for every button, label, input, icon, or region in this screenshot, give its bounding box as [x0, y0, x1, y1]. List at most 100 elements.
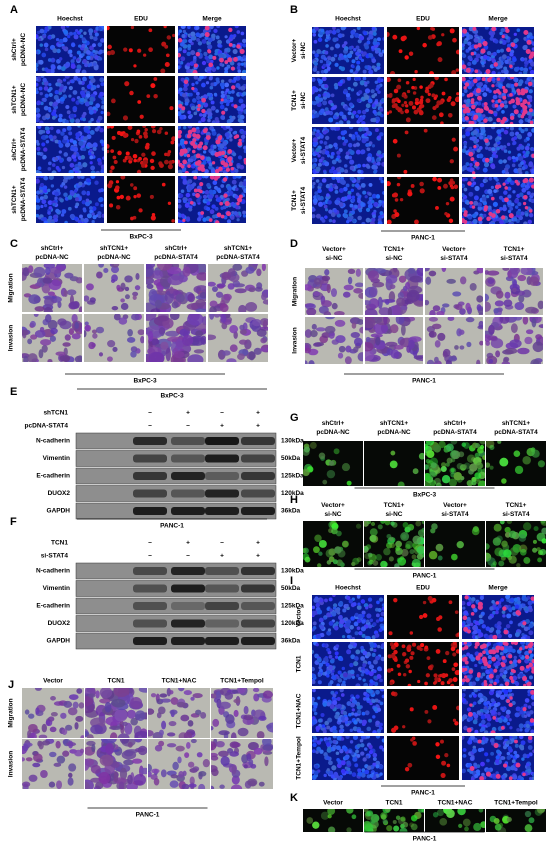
- nucleus: [334, 43, 341, 49]
- nucleus: [82, 208, 87, 213]
- edu-nucleus: [446, 97, 451, 103]
- nucleus: [98, 56, 102, 61]
- nucleus: [38, 120, 44, 123]
- nucleus: [469, 167, 475, 173]
- nucleus: [355, 683, 361, 686]
- nucleus: [47, 188, 51, 193]
- nucleus: [332, 219, 336, 224]
- nucleus: [199, 113, 203, 117]
- edu-nucleus: [167, 164, 173, 170]
- nucleus: [322, 63, 327, 68]
- nucleus: [187, 26, 191, 30]
- micrograph: [364, 521, 424, 567]
- stained-cell: [127, 329, 133, 337]
- stained-cell: [436, 311, 445, 315]
- image-bg: [486, 441, 546, 486]
- nucleus: [317, 197, 322, 201]
- edu-nucleus: [528, 177, 534, 183]
- nucleus: [482, 213, 487, 218]
- nucleus: [503, 149, 508, 153]
- nucleus: [349, 165, 355, 171]
- micrograph: [178, 26, 246, 73]
- edu-nucleus: [426, 656, 431, 661]
- nucleus: [354, 32, 360, 38]
- nucleus: [317, 37, 323, 43]
- stained-cell: [227, 268, 236, 277]
- edu-nucleus: [239, 48, 245, 54]
- nucleus: [523, 67, 529, 73]
- edu-nucleus: [127, 126, 133, 131]
- micrograph: [462, 127, 534, 174]
- edu-nucleus: [408, 669, 412, 674]
- nucleus: [209, 209, 215, 215]
- edu-nucleus: [220, 98, 224, 102]
- nucleus: [178, 219, 182, 223]
- nucleus: [469, 82, 475, 87]
- micrograph: [364, 441, 424, 486]
- stained-cell: [167, 275, 184, 286]
- nucleus: [200, 117, 206, 123]
- nucleus: [518, 71, 523, 74]
- ros-cell: [407, 526, 412, 531]
- nucleus: [366, 613, 372, 619]
- nucleus: [63, 29, 69, 35]
- edu-nucleus: [190, 140, 196, 146]
- nucleus: [321, 660, 326, 665]
- nucleus: [337, 678, 343, 683]
- nucleus: [343, 209, 348, 214]
- nucleus: [214, 206, 219, 211]
- micrograph: [365, 317, 423, 364]
- nucleus: [324, 598, 328, 603]
- cells: [388, 595, 459, 638]
- edu-nucleus: [445, 650, 450, 656]
- nucleus: [240, 85, 246, 91]
- micrograph: [312, 689, 384, 733]
- nucleus: [509, 206, 514, 211]
- column-header: shCtrl+: [41, 245, 64, 252]
- nucleus: [378, 199, 383, 204]
- nucleus: [484, 146, 489, 150]
- ros-cell: [351, 561, 356, 567]
- micrograph: [387, 177, 459, 224]
- nucleus: [317, 79, 323, 85]
- edu-nucleus: [531, 184, 534, 189]
- nucleus: [380, 611, 384, 617]
- edu-nucleus: [163, 26, 167, 29]
- edu-nucleus: [187, 164, 191, 168]
- column-header: pcDNA-NC: [377, 429, 411, 436]
- stained-cell: [166, 266, 182, 275]
- edu-nucleus: [150, 165, 155, 171]
- edu-nucleus: [485, 107, 490, 111]
- edu-nucleus: [470, 100, 475, 105]
- nucleus: [41, 199, 47, 205]
- nucleus: [211, 33, 216, 39]
- nucleus: [520, 211, 525, 216]
- nucleus: [43, 194, 49, 200]
- stained-cell: [406, 289, 420, 302]
- nucleus: [362, 663, 367, 668]
- nucleus: [36, 151, 41, 156]
- nucleus: [69, 113, 75, 119]
- nucleus: [513, 168, 519, 174]
- nucleus: [338, 615, 343, 621]
- nucleus: [507, 194, 512, 199]
- nucleus: [99, 127, 104, 133]
- nucleus: [344, 169, 349, 174]
- nucleus: [490, 185, 495, 190]
- stained-cell: [116, 284, 121, 291]
- nucleus: [331, 675, 336, 680]
- edu-nucleus: [528, 55, 533, 60]
- edu-nucleus: [455, 49, 459, 55]
- edu-nucleus: [474, 161, 480, 167]
- nucleus: [478, 619, 484, 625]
- edu-nucleus: [199, 182, 204, 187]
- stained-cell: [248, 287, 256, 293]
- stained-cell: [63, 289, 68, 298]
- edu-nucleus: [231, 85, 236, 90]
- edu-nucleus: [195, 133, 201, 139]
- nucleus: [347, 674, 352, 679]
- nucleus: [75, 197, 79, 202]
- stained-cell: [245, 302, 258, 312]
- nucleus: [39, 189, 43, 193]
